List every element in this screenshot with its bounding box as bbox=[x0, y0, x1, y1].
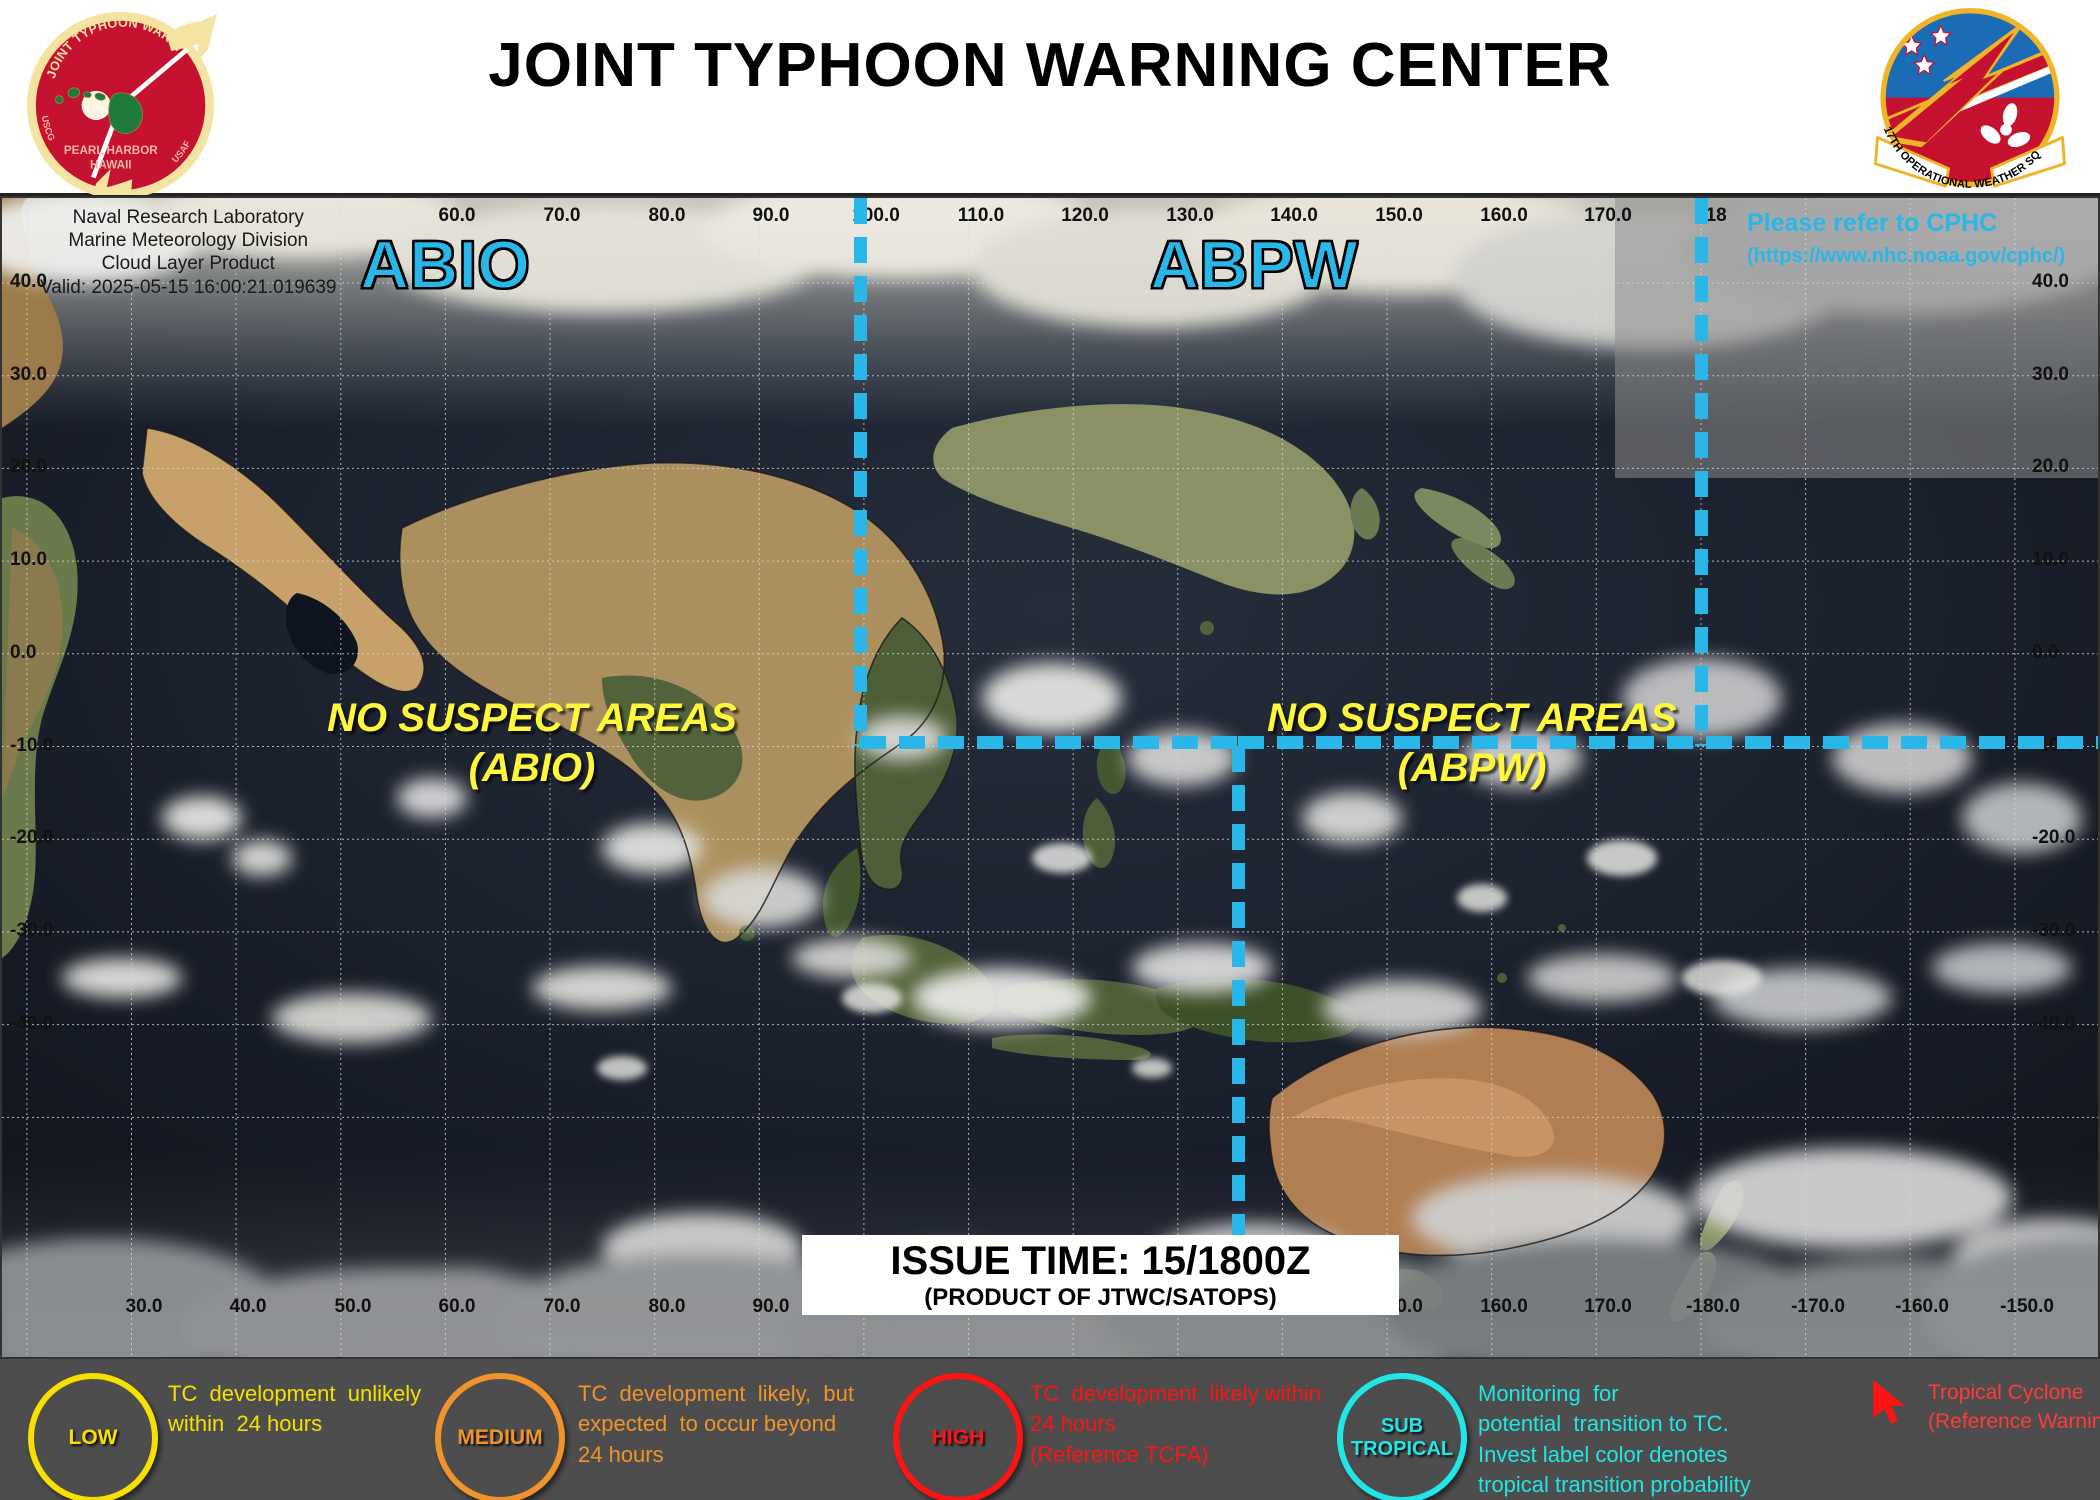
svg-text:HAWAII: HAWAII bbox=[90, 159, 132, 172]
svg-text:PEARL HARBOR: PEARL HARBOR bbox=[64, 144, 158, 157]
